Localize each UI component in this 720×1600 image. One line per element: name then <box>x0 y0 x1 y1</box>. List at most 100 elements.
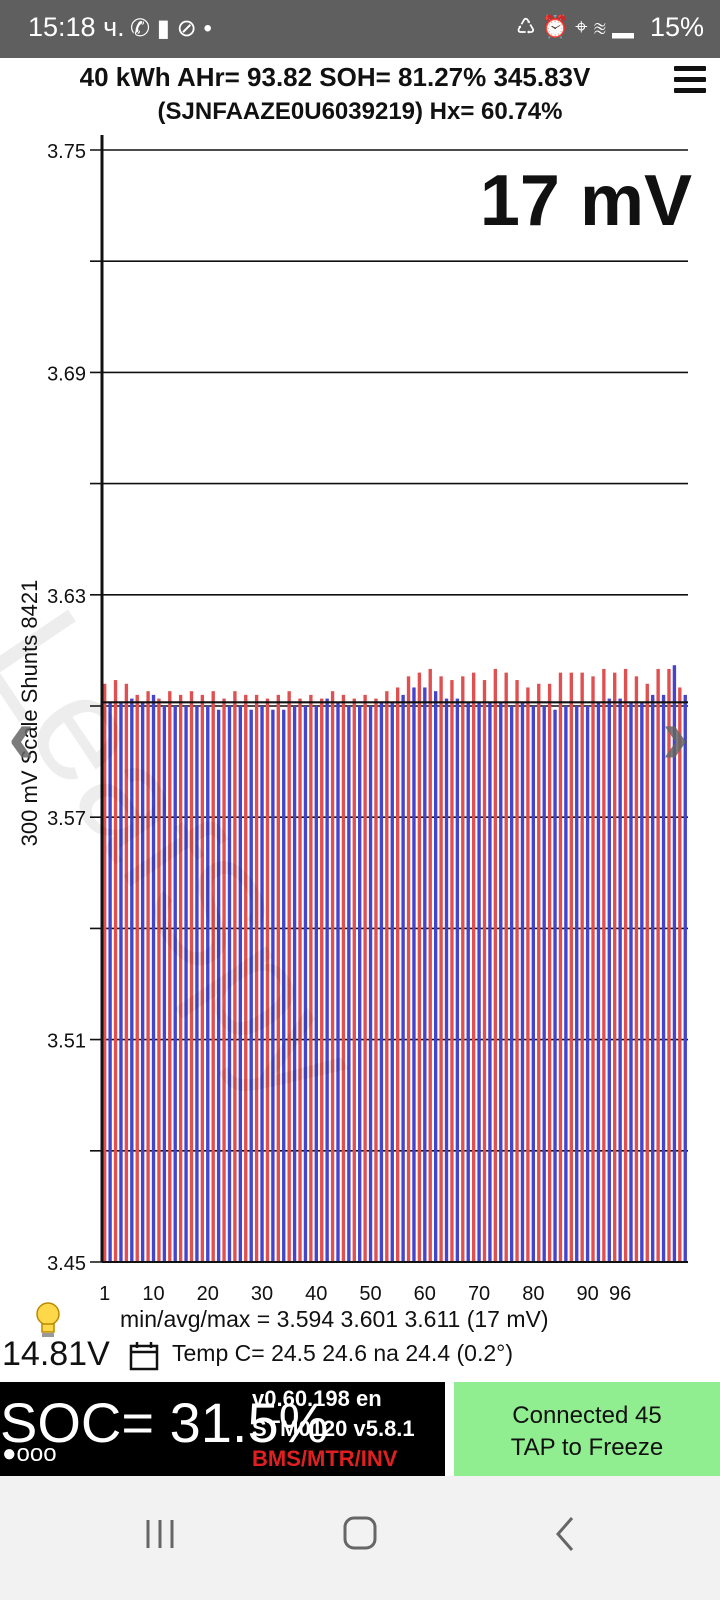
cell-bar <box>531 706 536 1262</box>
cell-bar <box>542 706 546 1262</box>
cell-bar <box>184 706 188 1262</box>
cell-bar <box>200 694 205 1262</box>
cell-bar <box>103 683 107 1262</box>
cell-bar <box>412 687 416 1262</box>
app-version: v0.60.198 en <box>252 1386 382 1411</box>
cell-bar <box>265 698 270 1262</box>
soc-panel[interactable]: SOC= 31.5% ●ooo v0.60.198 en STM0120 v5.… <box>0 1382 445 1476</box>
battery-level: 15% <box>649 12 704 42</box>
cell-bar <box>645 683 649 1262</box>
cell-bar <box>287 691 291 1262</box>
cell-bar <box>178 694 183 1262</box>
menu-bar <box>674 77 706 82</box>
cell-bar <box>341 694 346 1262</box>
x-tick-label: 20 <box>197 1283 219 1305</box>
menu-button[interactable] <box>674 66 706 96</box>
cell-bar <box>233 691 237 1262</box>
x-tick-label: 70 <box>468 1283 490 1305</box>
y-tick-label: 3.69 <box>47 363 86 385</box>
cell-bar <box>108 702 112 1262</box>
location-icon: ⌖ <box>575 14 594 39</box>
battery-alert-icon: ▮ <box>156 15 170 42</box>
cell-bar <box>124 683 129 1262</box>
cell-bar <box>260 706 264 1262</box>
cell-bar <box>493 668 498 1262</box>
delta-mv-label: 17 mV <box>479 161 692 241</box>
cell-bar <box>146 691 150 1262</box>
cell-bar <box>547 683 552 1262</box>
cell-bar <box>596 702 601 1262</box>
y-tick-label: 3.63 <box>47 586 86 608</box>
cell-bar <box>396 687 400 1262</box>
cell-bar <box>423 687 427 1262</box>
signal-icon: ▂ <box>611 14 640 39</box>
cell-bar <box>602 668 606 1262</box>
cell-bar <box>428 668 432 1262</box>
watermark: LeafSpy <box>0 581 397 1132</box>
x-tick-label: 40 <box>305 1283 327 1305</box>
cell-bar <box>113 680 118 1262</box>
x-tick-label: 80 <box>522 1283 544 1305</box>
cell-bar <box>195 706 199 1262</box>
status-bar: 15:18 ч. ✆ ▮ ⊘ • ♺⏰⌖≋▂ 15% <box>0 0 720 58</box>
connection-button[interactable]: Connected 45 TAP to Freeze <box>454 1382 720 1476</box>
cell-bar <box>651 694 655 1262</box>
cell-bar <box>358 706 362 1262</box>
recent-apps-icon[interactable] <box>130 1506 190 1562</box>
recycle-icon: ♺ <box>516 14 542 39</box>
app-icon: ⊘ <box>176 15 197 42</box>
cell-bar <box>504 672 508 1262</box>
cell-bar <box>466 702 470 1262</box>
cell-bar <box>336 702 340 1262</box>
cell-bar <box>303 706 308 1262</box>
cell-bar <box>613 672 617 1262</box>
x-tick-label: 50 <box>359 1283 381 1305</box>
cell-bar <box>575 706 579 1262</box>
cell-bar <box>569 672 573 1262</box>
cell-bar <box>347 706 351 1262</box>
status-left-icons: ✆ ▮ ⊘ • <box>130 14 212 43</box>
cell-bar <box>553 709 557 1262</box>
cell-bar <box>477 702 481 1262</box>
cell-bar <box>417 672 422 1262</box>
cell-bar <box>444 698 449 1262</box>
cell-bar <box>471 672 476 1262</box>
cell-bar <box>618 698 622 1262</box>
cell-bar <box>238 706 243 1262</box>
chevron-left-icon[interactable]: ‹ <box>8 691 35 780</box>
calendar-icon[interactable] <box>129 1341 159 1371</box>
cell-bar <box>227 706 232 1262</box>
status-dots: ●ooo <box>2 1440 57 1467</box>
cell-bar <box>368 706 373 1262</box>
x-tick-label: 10 <box>142 1283 164 1305</box>
cell-bar <box>629 702 633 1262</box>
y-tick-label: 3.51 <box>47 1031 86 1053</box>
system-nav-bar <box>0 1476 720 1600</box>
cell-bar <box>325 698 329 1262</box>
cell-bar <box>168 691 172 1262</box>
cell-bar <box>390 702 394 1262</box>
cell-bar <box>499 702 503 1262</box>
cell-bar <box>374 698 378 1262</box>
cell-bar <box>254 694 259 1262</box>
cell-bar <box>623 668 628 1262</box>
cell-bar <box>298 698 302 1262</box>
cell-bar <box>276 694 280 1262</box>
cell-bar <box>640 702 644 1262</box>
cell-bar <box>162 706 167 1262</box>
cell-bar <box>363 694 367 1262</box>
cell-bar <box>130 698 134 1262</box>
home-icon[interactable] <box>330 1506 390 1562</box>
cell-bar <box>455 698 460 1262</box>
back-icon[interactable] <box>536 1506 596 1562</box>
cell-bar <box>249 709 253 1262</box>
cell-bar <box>537 683 541 1262</box>
cell-bar <box>450 680 454 1262</box>
lightbulb-icon[interactable] <box>30 1300 66 1342</box>
cell-bar <box>520 702 525 1262</box>
y-tick-label: 3.57 <box>47 808 86 830</box>
header-line-2: (SJNFAAZE0U6039219) Hx= 60.74% <box>157 98 563 125</box>
cell-bar <box>607 698 611 1262</box>
header-line-1: 40 kWh AHr= 93.82 SOH= 81.27% 345.83V <box>79 62 591 92</box>
chevron-right-icon[interactable]: › <box>662 691 689 780</box>
